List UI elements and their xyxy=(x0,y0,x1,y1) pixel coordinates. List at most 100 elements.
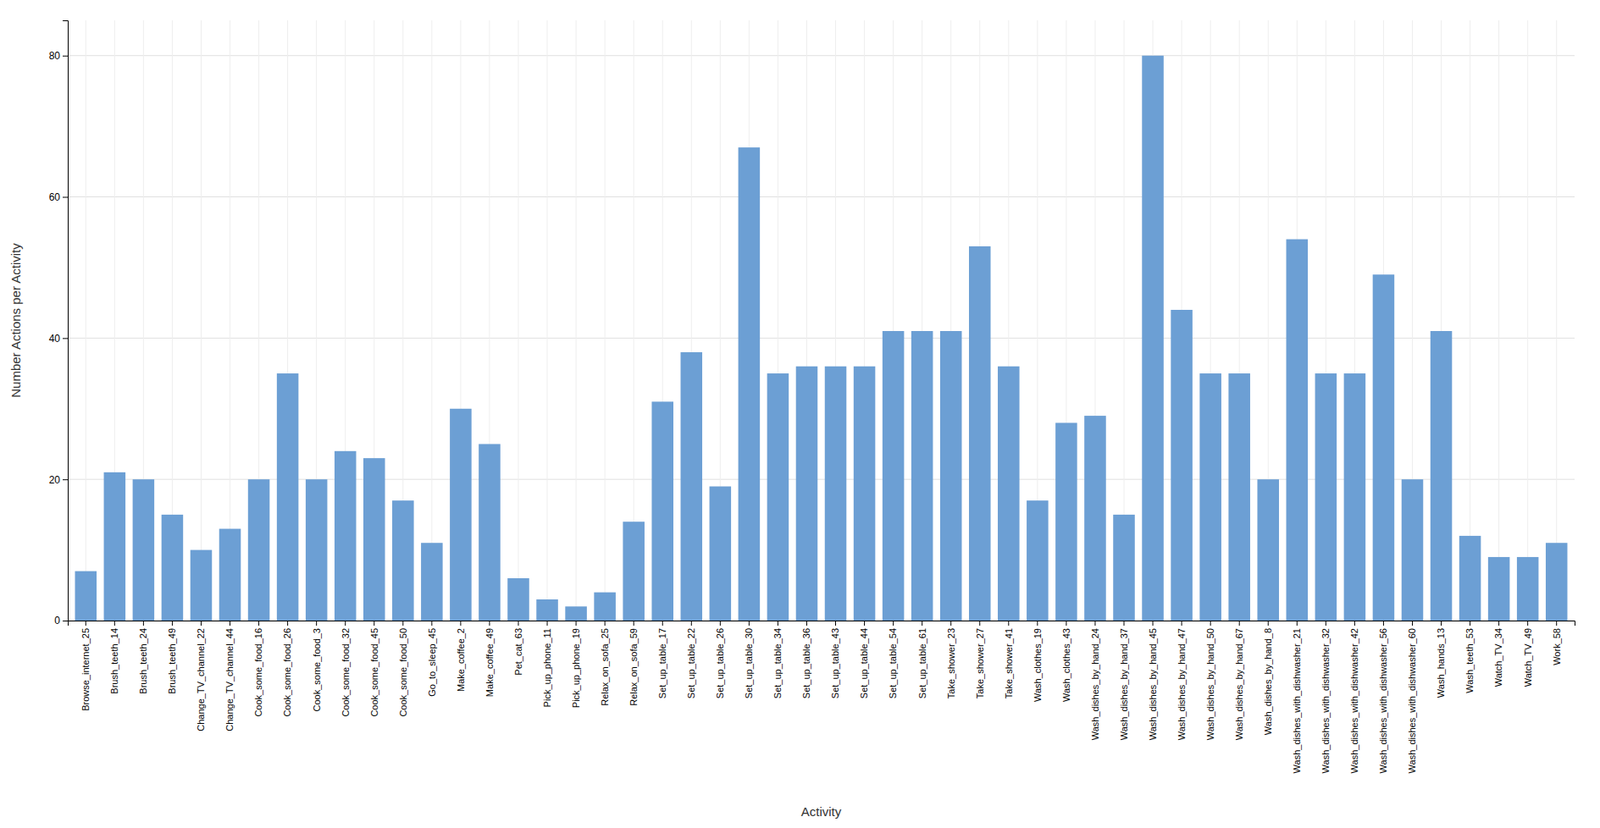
x-tick-label: Set_up_table_30 xyxy=(743,628,754,699)
x-tick-label: Change_TV_channel_44 xyxy=(224,628,235,732)
x-tick-label: Wash_clothes_43 xyxy=(1061,628,1072,703)
x-tick-label: Brush_teeth_49 xyxy=(166,628,178,695)
bar xyxy=(1084,415,1107,621)
bar xyxy=(882,331,905,621)
bar xyxy=(190,550,213,621)
x-tick-label: Pick_up_phone_19 xyxy=(570,628,582,709)
x-tick-label: Wash_dishes_with_dishwasher_56 xyxy=(1378,628,1389,774)
y-tick: 80 xyxy=(49,49,68,62)
bar xyxy=(507,578,530,621)
bar xyxy=(1373,274,1396,621)
x-tick-label: Watch_TV_34 xyxy=(1493,628,1504,687)
x-tick-mark xyxy=(1440,620,1442,626)
x-tick: Set_up_table_36 xyxy=(801,620,812,699)
x-tick: Watch_TV_34 xyxy=(1493,620,1504,687)
x-tick: Wash_dishes_with_dishwasher_42 xyxy=(1349,620,1360,774)
x-tick-label: Wash_dishes_with_dishwasher_21 xyxy=(1291,628,1302,774)
bar xyxy=(1256,479,1279,621)
x-tick: Wash_dishes_with_dishwasher_21 xyxy=(1291,620,1302,774)
x-tick-label: Wash_dishes_with_dishwasher_32 xyxy=(1320,628,1331,774)
x-tick-mark xyxy=(863,620,865,626)
x-tick-mark xyxy=(1123,620,1125,626)
x-tick-mark xyxy=(547,620,549,626)
x-tick-label: Wash_dishes_by_hand_24 xyxy=(1090,628,1101,741)
bars xyxy=(75,55,1568,621)
x-tick: Brush_teeth_14 xyxy=(109,620,120,695)
x-tick-label: Make_coffee_49 xyxy=(484,628,495,698)
x-tick: Relax_on_sofa_59 xyxy=(628,620,639,707)
chart: 020406080Browse_internet_25Brush_teeth_1… xyxy=(0,0,1600,828)
y-tick: 60 xyxy=(49,191,68,204)
x-tick-label: Set_up_table_17 xyxy=(657,628,668,699)
x-tick-label: Wash_dishes_by_hand_37 xyxy=(1118,628,1130,741)
x-axis-line xyxy=(68,621,1576,627)
bar xyxy=(1516,557,1540,621)
x-tick-label: Pet_cat_63 xyxy=(513,628,524,676)
bar xyxy=(680,352,704,621)
bar xyxy=(104,472,127,621)
x-tick-label: Relax_on_sofa_59 xyxy=(628,628,639,707)
x-tick-label: Set_up_table_61 xyxy=(917,628,928,699)
x-tick-label: Take_shower_27 xyxy=(974,628,986,699)
x-tick: Cook_some_food_3 xyxy=(311,620,322,712)
x-tick-mark xyxy=(633,620,635,626)
x-tick-label: Set_up_table_54 xyxy=(887,628,898,699)
x-tick-mark xyxy=(950,620,952,626)
bar xyxy=(161,514,184,621)
x-tick: Set_up_table_44 xyxy=(858,620,870,699)
bar xyxy=(824,366,848,621)
grid xyxy=(67,20,1575,621)
bar xyxy=(1344,373,1367,621)
x-tick-label: Brush_teeth_24 xyxy=(138,628,149,695)
bar xyxy=(1199,373,1222,621)
y-tick-mark xyxy=(62,620,68,622)
x-tick: Set_up_table_54 xyxy=(887,620,898,699)
bar xyxy=(276,373,299,621)
x-tick-mark xyxy=(1469,620,1471,626)
bar xyxy=(392,500,415,621)
x-tick-mark xyxy=(719,620,721,626)
x-tick-mark xyxy=(1527,620,1529,626)
x-tick-label: Work_58 xyxy=(1551,628,1562,666)
x-tick-label: Cook_some_food_26 xyxy=(282,628,293,718)
grid-line xyxy=(1555,20,1557,621)
x-tick: Wash_dishes_by_hand_8 xyxy=(1262,620,1274,736)
x-tick-mark xyxy=(1065,620,1067,626)
x-tick-label: Go_to_sleep_45 xyxy=(426,628,438,698)
bar xyxy=(651,401,674,621)
x-tick: Wash_clothes_19 xyxy=(1032,620,1043,703)
x-tick-label: Cook_some_food_45 xyxy=(369,628,380,718)
x-tick-mark xyxy=(921,620,923,626)
x-tick-mark xyxy=(979,620,980,626)
bar xyxy=(940,331,963,621)
x-tick-label: Wash_dishes_by_hand_8 xyxy=(1262,628,1274,736)
bar xyxy=(334,451,357,621)
x-tick-label: Browse_internet_25 xyxy=(80,628,91,712)
x-tick: Set_up_table_30 xyxy=(743,620,754,699)
bar xyxy=(796,366,819,621)
bar xyxy=(738,147,761,621)
x-tick-label: Watch_TV_49 xyxy=(1522,628,1534,687)
x-tick: Pick_up_phone_19 xyxy=(570,620,582,709)
x-tick-mark xyxy=(517,620,519,626)
x-tick-mark xyxy=(1555,620,1557,626)
y-tick-label: 40 xyxy=(49,332,61,345)
x-tick-mark xyxy=(748,620,750,626)
bar xyxy=(997,366,1020,621)
x-tick-label: Cook_some_food_16 xyxy=(253,628,264,718)
x-tick: Make_coffee_2 xyxy=(455,620,466,693)
y-tick-mark xyxy=(62,197,68,199)
x-tick: Pick_up_phone_11 xyxy=(542,620,553,708)
y-tick-mark xyxy=(62,337,68,339)
x-tick-mark xyxy=(315,620,317,626)
x-tick-mark xyxy=(1210,620,1212,626)
x-tick-mark xyxy=(1239,620,1241,626)
bar xyxy=(132,479,156,621)
x-tick-mark xyxy=(114,620,116,626)
x-tick: Brush_teeth_24 xyxy=(138,620,149,695)
x-tick-label: Make_coffee_2 xyxy=(455,628,466,693)
x-tick-label: Change_TV_channel_22 xyxy=(195,628,206,732)
y-tick: 40 xyxy=(49,332,68,345)
x-tick-label: Wash_dishes_by_hand_45 xyxy=(1147,628,1158,741)
x-tick: Cook_some_food_26 xyxy=(282,620,293,718)
